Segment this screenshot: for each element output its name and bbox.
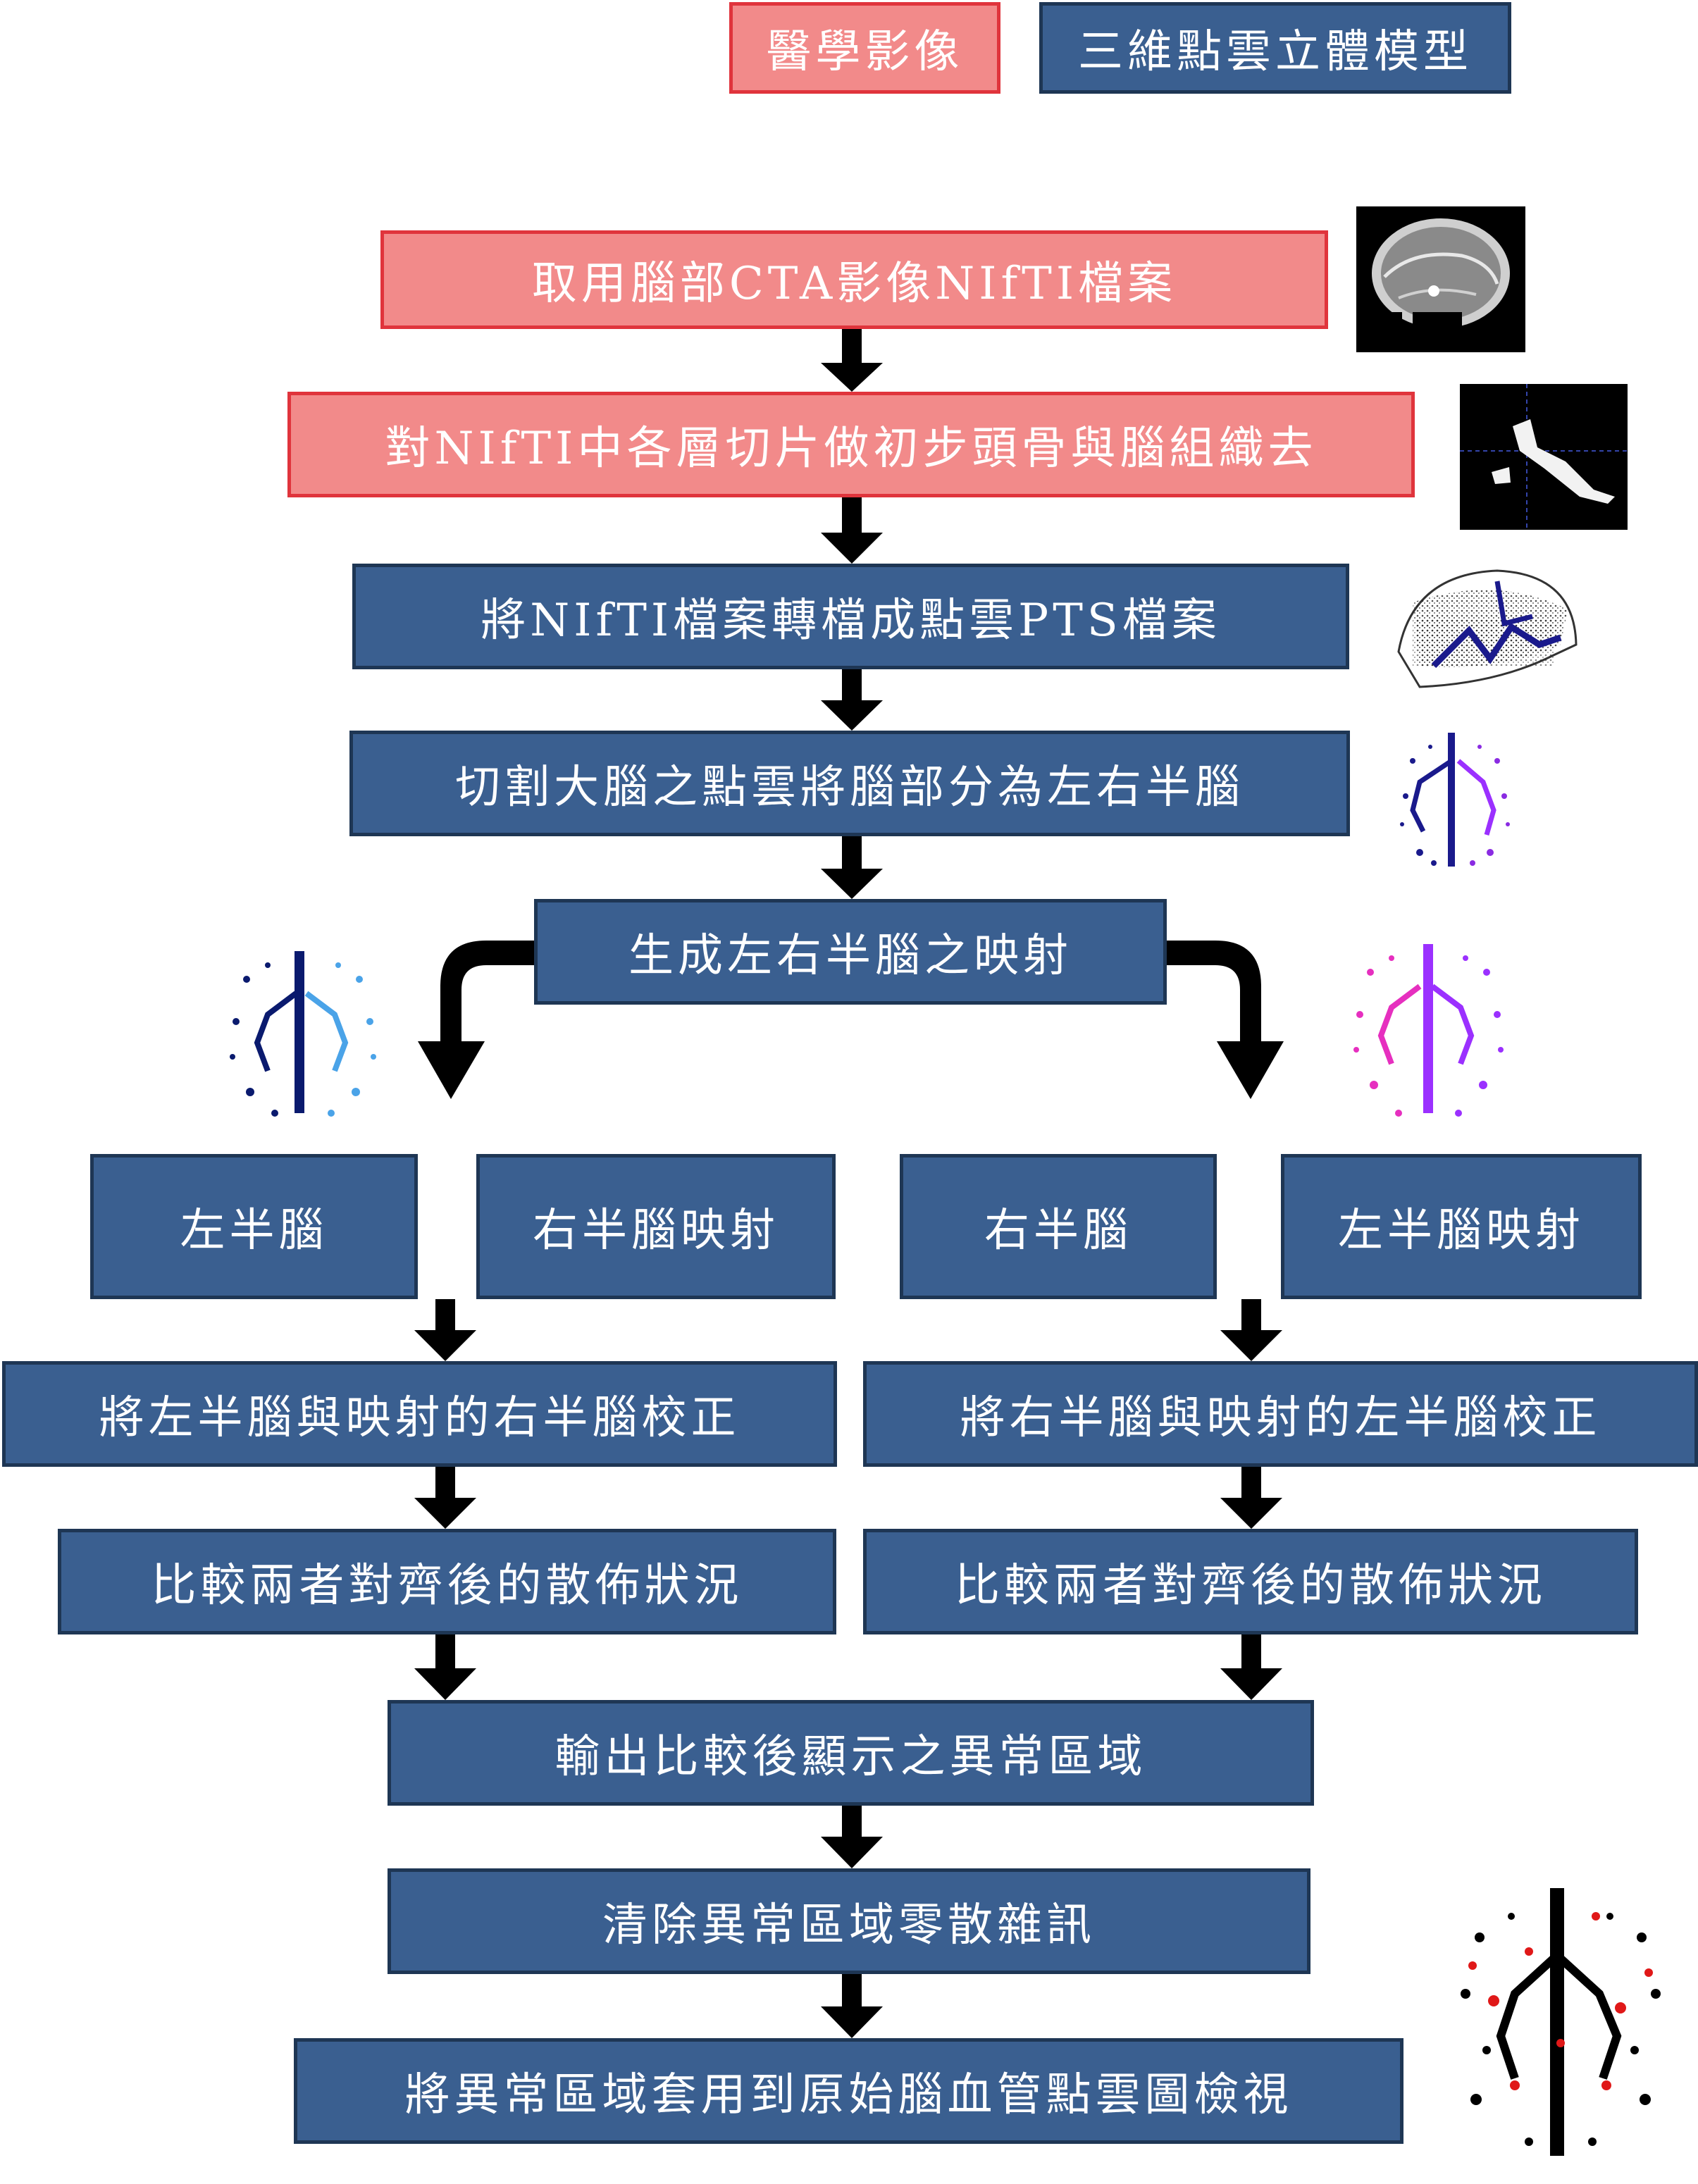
legend-medical-image: 醫學影像 <box>729 2 1000 94</box>
arrow-clean-apply <box>821 1974 883 2038</box>
step-load-cta: 取用腦部CTA影像NIfTI檔案 <box>380 230 1328 329</box>
box-left-half: 左半腦 <box>90 1154 418 1299</box>
step-skull-strip: 對NIfTI中各層切片做初步頭骨與腦組織去 <box>287 392 1415 497</box>
anomaly-result-pointcloud <box>1461 1888 1661 2156</box>
arrow-comparel-output <box>414 1634 476 1700</box>
ct-slice-image <box>1356 206 1525 352</box>
step-calibrate-right: 將右半腦與映射的左半腦校正 <box>863 1361 1698 1467</box>
arrow-right-calib <box>1220 1299 1282 1361</box>
arrow-s4-s5 <box>821 836 883 899</box>
arrow-split-left <box>418 941 534 1099</box>
arrow-s1-s2 <box>821 329 883 392</box>
skull-stripped-slice <box>1460 384 1628 530</box>
arrow-s2-s3 <box>821 497 883 564</box>
left-mirror-pointcloud <box>230 951 376 1117</box>
box-left-half-map: 左半腦映射 <box>1281 1154 1642 1299</box>
right-mirror-pointcloud <box>1353 944 1504 1117</box>
legend-point-cloud-model: 三維點雲立體模型 <box>1039 2 1511 94</box>
step-output-anomaly: 輸出比較後顯示之異常區域 <box>388 1700 1314 1806</box>
box-right-half: 右半腦 <box>900 1154 1217 1299</box>
step-convert-pts: 將NIfTI檔案轉檔成點雲PTS檔案 <box>352 564 1349 669</box>
arrow-calibr-compare <box>1220 1467 1282 1529</box>
point-cloud-3d <box>1397 569 1578 688</box>
step-split-brain: 切割大腦之點雲將腦部分為左右半腦 <box>349 731 1350 836</box>
step-apply-view: 將異常區域套用到原始腦血管點雲圖檢視 <box>294 2038 1403 2144</box>
arrow-calibl-compare <box>414 1467 476 1529</box>
step-generate-mirror: 生成左右半腦之映射 <box>534 899 1167 1005</box>
split-hemispheres <box>1400 733 1510 867</box>
arrow-comparer-output <box>1220 1634 1282 1700</box>
box-right-half-map: 右半腦映射 <box>476 1154 836 1299</box>
step-compare-left: 比較兩者對齊後的散佈狀況 <box>58 1529 836 1634</box>
step-clean-noise: 清除異常區域零散雜訊 <box>388 1868 1310 1974</box>
arrow-split-right <box>1167 941 1284 1099</box>
step-compare-right: 比較兩者對齊後的散佈狀況 <box>863 1529 1638 1634</box>
arrow-output-clean <box>821 1806 883 1868</box>
arrow-s3-s4 <box>821 669 883 731</box>
arrow-left-calib <box>414 1299 476 1361</box>
step-calibrate-left: 將左半腦與映射的右半腦校正 <box>2 1361 837 1467</box>
